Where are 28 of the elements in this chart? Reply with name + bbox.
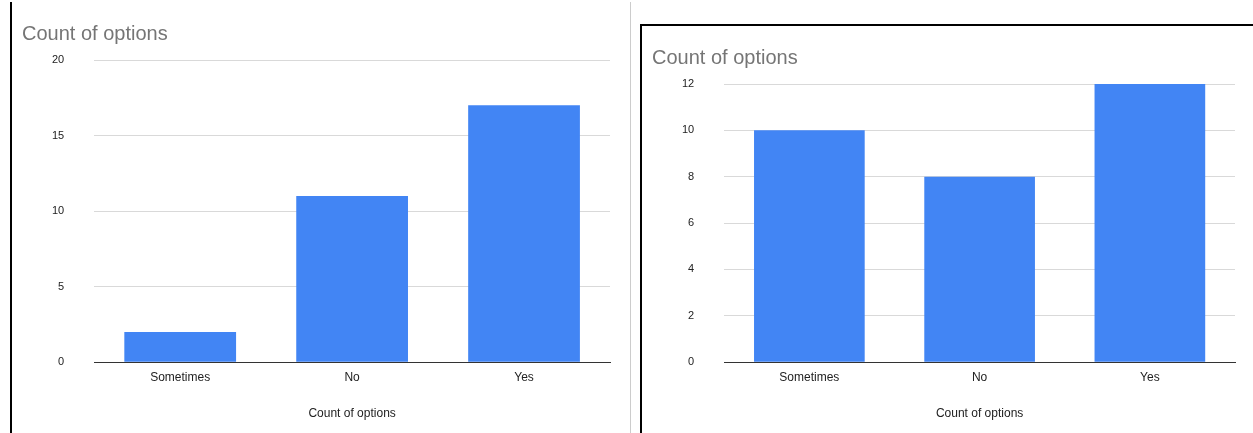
x-tick-label: No: [971, 369, 988, 384]
y-tick-label: 4: [688, 262, 695, 275]
chart-title: Count of options: [22, 21, 168, 44]
x-axis-title: Count of options: [935, 406, 1024, 421]
x-tick-label: Sometimes: [150, 369, 211, 384]
y-tick-label: 20: [51, 53, 65, 66]
y-tick-label: 0: [688, 355, 695, 368]
bar: [124, 331, 237, 362]
y-tick-label: 10: [51, 204, 65, 217]
x-tick-label: No: [344, 369, 361, 384]
bar: [754, 130, 865, 362]
y-tick-label: 10: [681, 123, 695, 136]
x-axis-title: Count of options: [308, 406, 396, 421]
y-tick-label: 6: [688, 216, 695, 229]
bar: [1094, 84, 1206, 362]
x-tick-label: Yes: [1140, 369, 1160, 384]
chart-title: Count of options: [652, 45, 798, 68]
y-tick-label: 2: [688, 308, 695, 321]
x-tick-label: Sometimes: [779, 369, 840, 384]
y-tick-label: 0: [58, 355, 65, 368]
y-tick-label: 5: [58, 279, 65, 292]
bar: [924, 176, 1035, 362]
y-tick-label: 12: [681, 77, 695, 90]
y-tick-label: 15: [51, 128, 65, 141]
bar: [468, 105, 580, 362]
y-tick-label: 8: [688, 169, 695, 182]
bar: [296, 195, 408, 362]
x-tick-label: Yes: [514, 369, 534, 384]
